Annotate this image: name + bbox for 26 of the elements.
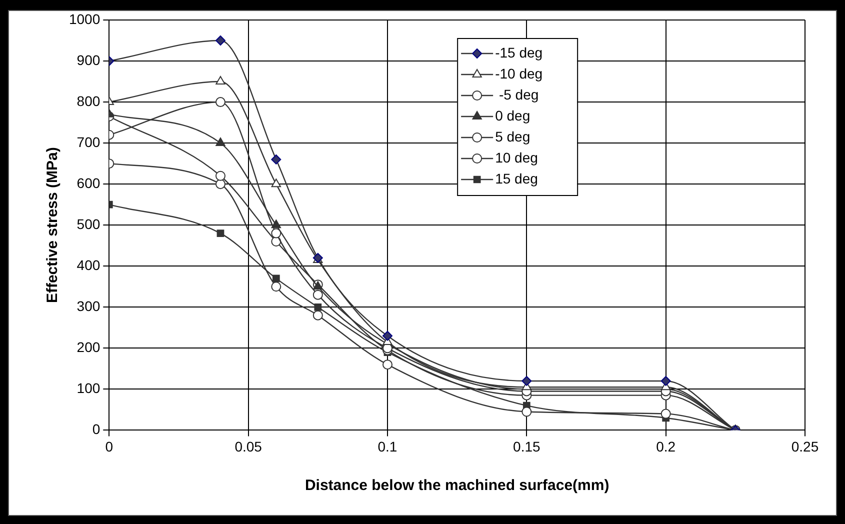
y-tick-label: 700 bbox=[76, 134, 100, 150]
legend-label: 0 deg bbox=[495, 107, 530, 124]
y-tick-label: 1000 bbox=[68, 10, 100, 27]
x-tick-label: 0.25 bbox=[791, 438, 819, 454]
legend-label: 15 deg bbox=[495, 170, 538, 186]
x-tick-label: 0 bbox=[105, 438, 114, 454]
x-tick-label: 0.2 bbox=[656, 438, 676, 454]
y-tick-label: 300 bbox=[76, 298, 100, 314]
y-tick-label: 100 bbox=[76, 380, 100, 396]
y-tick-label: 500 bbox=[76, 216, 100, 232]
y-tick-label: 0 bbox=[92, 421, 100, 438]
y-tick-label: 600 bbox=[76, 174, 100, 191]
legend-label: -15 deg bbox=[495, 44, 543, 60]
y-tick-label: 900 bbox=[76, 52, 100, 68]
x-tick-label: 0.05 bbox=[234, 438, 262, 454]
legend-label: -10 deg bbox=[495, 65, 543, 82]
y-tick-label: 800 bbox=[76, 92, 100, 109]
x-tick-label: 0.1 bbox=[378, 438, 398, 454]
y-tick-label: 400 bbox=[76, 256, 100, 273]
legend-label: -5 deg bbox=[495, 86, 539, 102]
legend-label: 5 deg bbox=[495, 128, 530, 144]
legend-label: 10 deg bbox=[495, 149, 538, 166]
x-tick-label: 0.15 bbox=[513, 438, 540, 454]
y-tick-label: 200 bbox=[76, 339, 100, 356]
y-axis-title: Effective stress (MPa) bbox=[44, 147, 62, 304]
x-axis-title: Distance below the machined surface(mm) bbox=[304, 477, 610, 494]
